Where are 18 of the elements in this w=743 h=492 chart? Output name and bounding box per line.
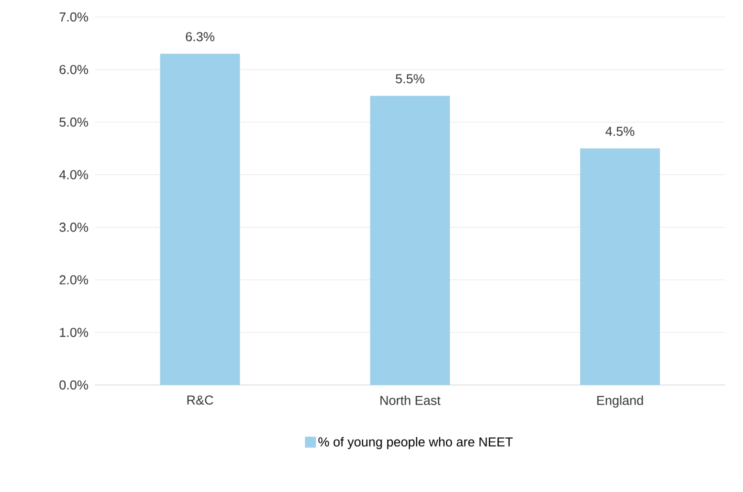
bar: [160, 54, 240, 385]
y-tick-label: 2.0%: [60, 275, 88, 284]
bar: [580, 148, 660, 385]
y-tick-label: 4.0%: [59, 170, 88, 180]
data-label: 5.5%: [396, 74, 424, 84]
y-tick-label: 6.0%: [60, 64, 88, 74]
data-label: 4.5%: [606, 126, 634, 136]
y-tick-label: 5.0%: [59, 118, 88, 127]
y-tick-label: 0.0%: [59, 380, 88, 390]
x-tick-label: England: [597, 395, 643, 408]
bar: [370, 96, 450, 385]
x-tick-label: R&C: [187, 395, 214, 405]
y-tick-label: 1.0%: [60, 328, 88, 337]
y-tick-label: 7.0%: [60, 12, 88, 22]
legend-label: % of young people who are NEET: [318, 437, 513, 450]
y-tick-label: 3.0%: [59, 222, 88, 232]
data-label: 6.3%: [186, 32, 214, 42]
x-tick-label: North East: [380, 395, 440, 406]
